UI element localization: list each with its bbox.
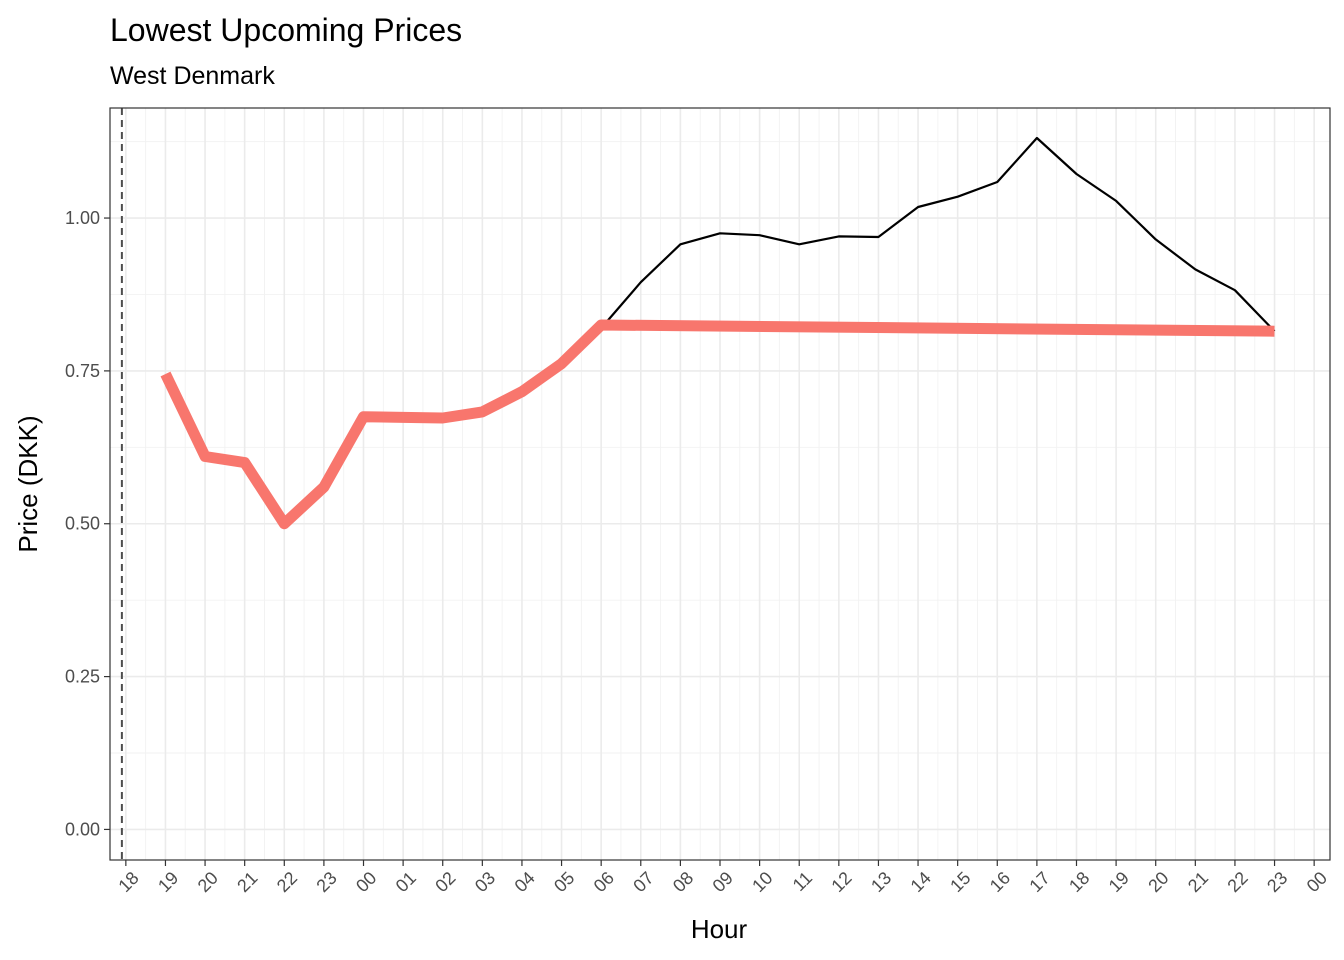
x-tick-label: 18: [114, 868, 142, 896]
x-tick-label: 07: [629, 868, 657, 896]
series-line-all-prices: [600, 136, 1276, 332]
x-tick-label: 13: [867, 868, 895, 896]
x-tick-label: 05: [550, 868, 578, 896]
x-tick-label: 06: [590, 868, 618, 896]
x-tick-label: 14: [907, 868, 935, 896]
y-tick-label: 0.25: [65, 667, 100, 687]
x-tick-label: 19: [154, 868, 182, 896]
x-tick-label: 00: [352, 868, 380, 896]
x-tick-label: 21: [1184, 868, 1212, 896]
x-axis-title: Hour: [691, 914, 748, 944]
y-tick-label: 1.00: [65, 208, 100, 228]
y-axis: 0.00 0.25 0.50 0.75 1.00: [65, 208, 110, 839]
x-tick-label: 17: [1025, 868, 1053, 896]
grid-major: [110, 108, 1330, 860]
x-tick-label: 10: [748, 868, 776, 896]
x-tick-label: 08: [669, 868, 697, 896]
y-tick-label: 0.75: [65, 361, 100, 381]
x-tick-label: 23: [1263, 868, 1291, 896]
series-line-lowest-prices: [160, 319, 1275, 530]
x-tick-label: 23: [312, 868, 340, 896]
x-tick-label: 16: [986, 868, 1014, 896]
x-axis: 18 19 20 21 22 23 00 01 02 03 04 05 06 07 08 09 10 11 12 13…: [114, 860, 1331, 896]
series-layer: [160, 136, 1276, 530]
x-tick-label: 09: [709, 868, 737, 896]
y-tick-label: 0.00: [65, 819, 100, 839]
x-tick-label: 18: [1065, 868, 1093, 896]
y-tick-label: 0.50: [65, 514, 100, 534]
x-tick-label: 00: [1303, 868, 1331, 896]
x-tick-label: 20: [194, 868, 222, 896]
x-tick-label: 01: [392, 868, 420, 896]
x-tick-label: 19: [1105, 868, 1133, 896]
x-tick-label: 21: [233, 868, 261, 896]
x-tick-label: 11: [789, 868, 816, 895]
x-tick-label: 12: [827, 868, 855, 896]
x-tick-label: 20: [1144, 868, 1172, 896]
chart-subtitle: West Denmark: [110, 62, 275, 90]
x-tick-label: 22: [273, 868, 301, 896]
x-tick-label: 04: [511, 868, 539, 896]
x-tick-label: 02: [431, 868, 459, 896]
x-tick-label: 03: [471, 868, 499, 896]
x-tick-label: 22: [1224, 868, 1252, 896]
y-axis-title: Price (DKK): [13, 415, 43, 552]
chart-title: Lowest Upcoming Prices: [110, 12, 462, 48]
x-tick-label: 15: [946, 868, 974, 896]
